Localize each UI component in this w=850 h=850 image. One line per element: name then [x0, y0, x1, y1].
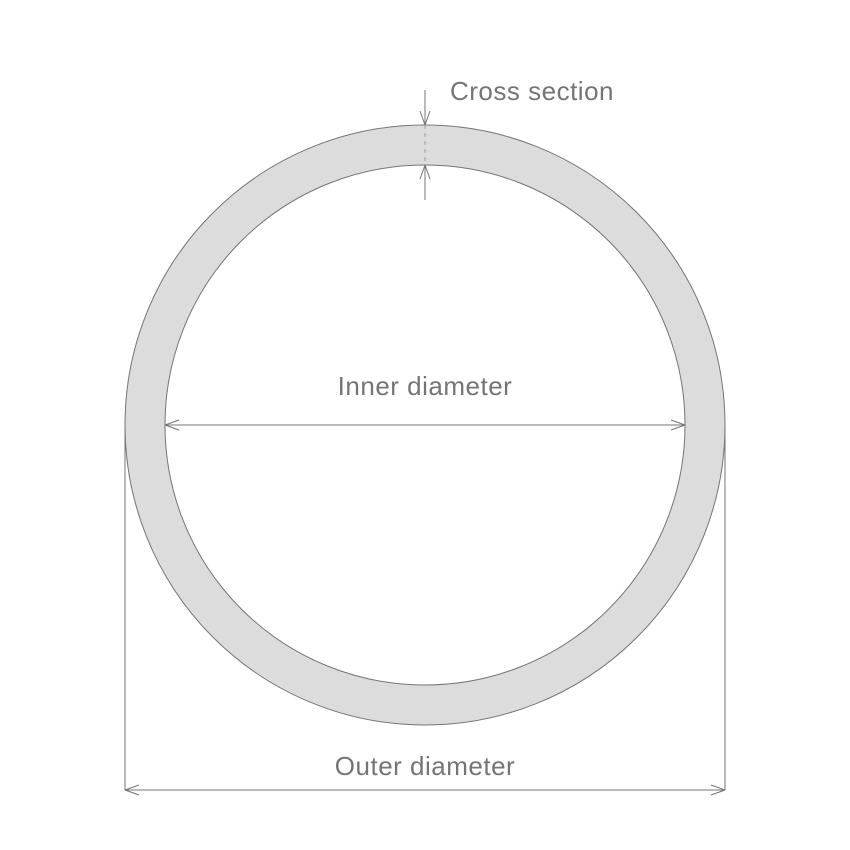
ring-dimension-diagram: Inner diameter Cross section Outer diame… — [0, 0, 850, 850]
cross-section-label: Cross section — [450, 76, 614, 106]
outer-diameter-label: Outer diameter — [335, 751, 515, 781]
inner-diameter-label: Inner diameter — [338, 371, 513, 401]
inner-diameter-dimension: Inner diameter — [165, 371, 685, 430]
